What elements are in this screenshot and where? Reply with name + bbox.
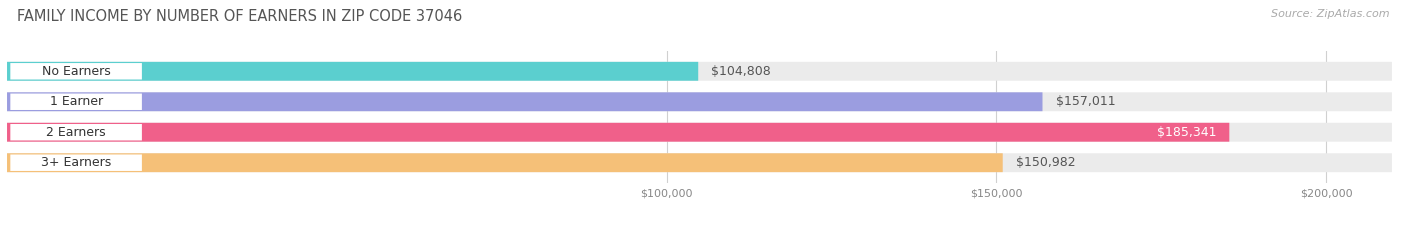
FancyBboxPatch shape <box>10 154 142 171</box>
Text: FAMILY INCOME BY NUMBER OF EARNERS IN ZIP CODE 37046: FAMILY INCOME BY NUMBER OF EARNERS IN ZI… <box>17 9 463 24</box>
FancyBboxPatch shape <box>7 153 1002 172</box>
Text: 1 Earner: 1 Earner <box>49 95 103 108</box>
Text: $104,808: $104,808 <box>711 65 770 78</box>
FancyBboxPatch shape <box>7 153 1392 172</box>
Text: $150,982: $150,982 <box>1017 156 1076 169</box>
FancyBboxPatch shape <box>10 63 142 80</box>
FancyBboxPatch shape <box>7 123 1392 142</box>
Text: 3+ Earners: 3+ Earners <box>41 156 111 169</box>
Text: $185,341: $185,341 <box>1157 126 1216 139</box>
FancyBboxPatch shape <box>7 62 699 81</box>
FancyBboxPatch shape <box>7 92 1042 111</box>
Text: $157,011: $157,011 <box>1056 95 1115 108</box>
FancyBboxPatch shape <box>7 62 1392 81</box>
FancyBboxPatch shape <box>10 124 142 140</box>
Text: Source: ZipAtlas.com: Source: ZipAtlas.com <box>1271 9 1389 19</box>
FancyBboxPatch shape <box>7 92 1392 111</box>
FancyBboxPatch shape <box>7 123 1229 142</box>
FancyBboxPatch shape <box>10 94 142 110</box>
Text: No Earners: No Earners <box>42 65 111 78</box>
Text: 2 Earners: 2 Earners <box>46 126 105 139</box>
